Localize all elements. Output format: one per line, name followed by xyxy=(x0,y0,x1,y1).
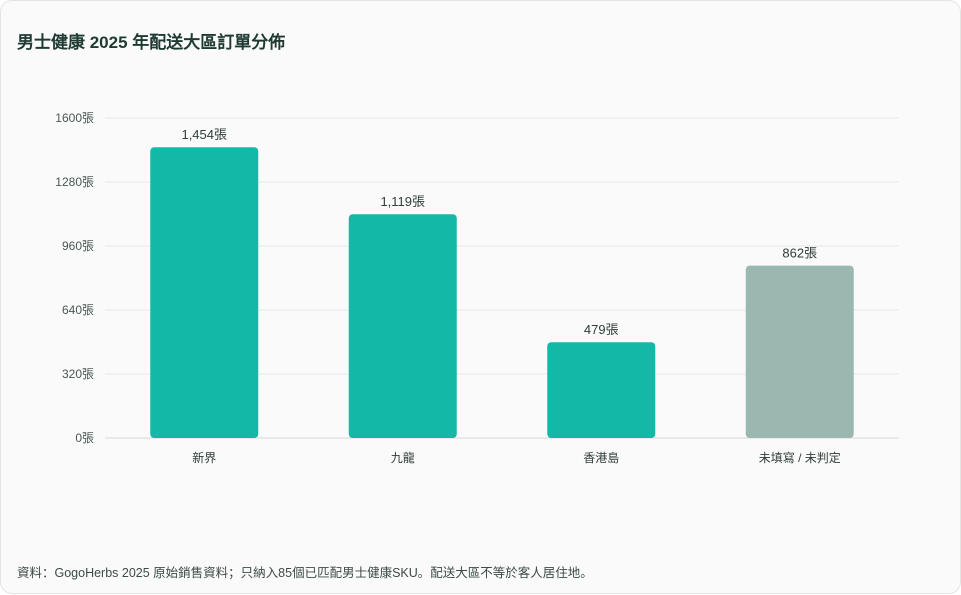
data-label: 479張 xyxy=(584,322,619,337)
x-category-label: 未填寫 / 未判定 xyxy=(759,450,841,465)
x-category-label: 九龍 xyxy=(391,450,415,465)
y-tick-label: 1280張 xyxy=(55,175,94,189)
y-tick-label: 640張 xyxy=(62,303,94,317)
bar-3 xyxy=(547,342,656,438)
y-tick-label: 320張 xyxy=(62,367,94,381)
y-tick-label: 0張 xyxy=(75,431,94,445)
x-category-label: 新界 xyxy=(192,450,216,465)
chart-footnote: 資料：GogoHerbs 2025 原始銷售資料；只納入85個已匹配男士健康SK… xyxy=(17,566,593,580)
bar-1 xyxy=(150,147,259,438)
bar-2 xyxy=(348,214,457,438)
data-label: 862張 xyxy=(782,246,817,261)
y-tick-label: 1600張 xyxy=(55,111,94,125)
x-category-label: 香港島 xyxy=(583,450,619,465)
chart-title: 男士健康 2025 年配送大區訂單分佈 xyxy=(17,33,286,52)
y-tick-label: 960張 xyxy=(62,239,94,253)
data-label: 1,119張 xyxy=(380,194,425,209)
bar-4 xyxy=(745,265,854,438)
data-label: 1,454張 xyxy=(181,127,227,142)
